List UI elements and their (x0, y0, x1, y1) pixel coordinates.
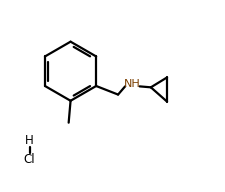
Text: Cl: Cl (24, 153, 35, 166)
Text: H: H (25, 134, 34, 147)
Text: NH: NH (124, 79, 141, 89)
